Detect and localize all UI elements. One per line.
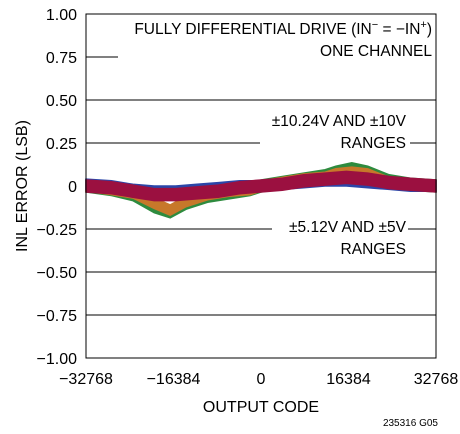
series-band-3	[85, 170, 437, 202]
y-tick-label-0: 1.00	[46, 7, 77, 24]
figure-code: 235316 G05	[383, 418, 438, 429]
upper-range-label-line-1: ±10.24V AND ±10V	[272, 113, 407, 130]
y-tick-label-4: 0	[68, 179, 77, 196]
y-tick-label-5: −0.25	[37, 222, 78, 239]
y-tick-label-1: 0.75	[46, 50, 77, 67]
x-tick-label-2: 0	[257, 371, 266, 388]
plot-frame	[85, 13, 437, 359]
y-tick-label-2: 0.50	[46, 93, 77, 110]
y-axis-label: INL ERROR (LSB)	[14, 120, 31, 252]
x-tick-label-0: −32768	[59, 371, 113, 388]
lower-range-label-line-1: ±5.12V AND ±5V	[289, 219, 407, 236]
lower-range-label-line-2: RANGES	[341, 241, 406, 258]
data-series	[85, 162, 437, 219]
annotation-masks	[118, 16, 436, 260]
x-tick-label-4: 32768	[414, 371, 459, 388]
x-tick-labels: −32768 −16384 0 16384 32768	[59, 371, 458, 388]
y-tick-label-7: −0.75	[37, 308, 78, 325]
condition-line-2: ONE CHANNEL	[320, 43, 432, 60]
y-tick-label-3: 0.25	[46, 136, 77, 153]
x-axis-label: OUTPUT CODE	[203, 399, 319, 416]
superscript-plus: +	[420, 19, 426, 31]
y-tick-label-6: −0.50	[37, 265, 78, 282]
condition-line-1: FULLY DIFFERENTIAL DRIVE (IN− = −IN+)	[134, 19, 432, 38]
upper-range-label-line-2: RANGES	[341, 135, 406, 152]
superscript-minus: −	[372, 19, 378, 31]
x-tick-label-1: −16384	[147, 371, 201, 388]
y-tick-label-8: −1.00	[37, 351, 78, 368]
x-tick-label-3: 16384	[326, 371, 371, 388]
y-tick-labels: 1.00 0.75 0.50 0.25 0 −0.25 −0.50 −0.75 −1.00	[37, 7, 78, 368]
